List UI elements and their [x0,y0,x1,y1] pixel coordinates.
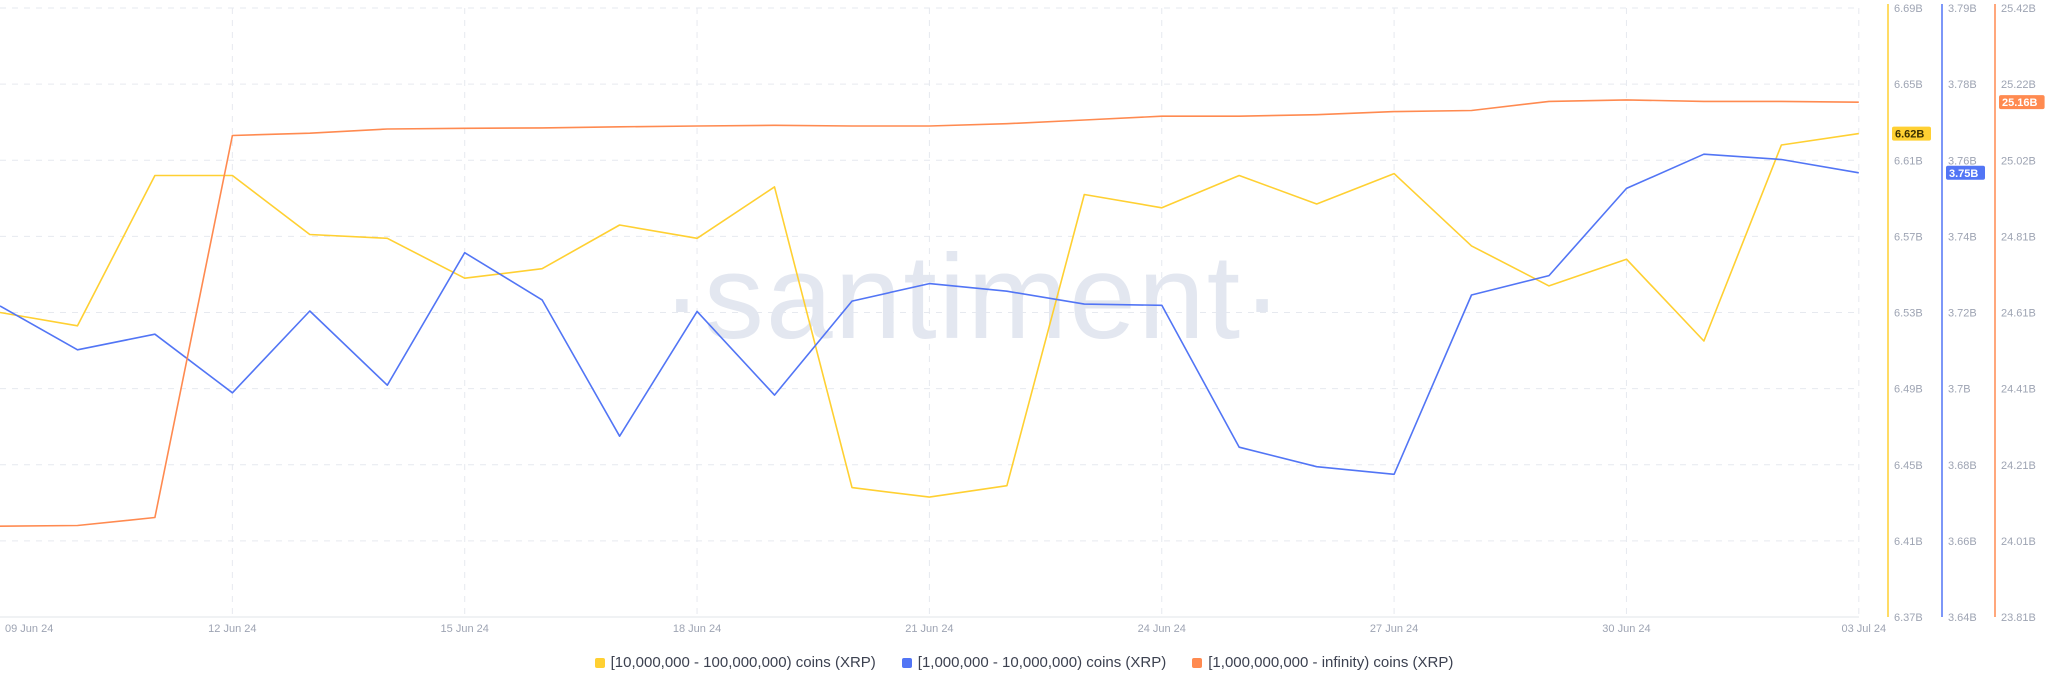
x-tick-label: 30 Jun 24 [1602,623,1650,635]
last-value-badge: 6.62B [1892,126,1931,141]
y-tick-label: 6.53B [1894,308,1923,320]
y-tick-label: 3.76B [1948,155,1977,167]
y-tick-label: 6.61B [1894,155,1923,167]
x-tick-label: 21 Jun 24 [905,623,953,635]
x-tick-label: 12 Jun 24 [208,623,256,635]
x-axis-ticks: 09 Jun 24 12 Jun 24 15 Jun 24 18 Jun 24 21 J… [5,623,1886,635]
legend-swatch [901,657,912,668]
legend-label: [1,000,000,000 - infinity) coins (XRP) [1208,654,1454,671]
series-line [0,132,1859,498]
legend-item[interactable]: [1,000,000 - 10,000,000) coins (XRP) [901,654,1167,671]
y-tick-label: 3.7B [1948,384,1971,396]
y-tick-label: 24.81B [2001,231,2036,243]
legend-swatch [594,657,605,668]
y-tick-label: 3.64B [1948,612,1977,624]
y-tick-label: 6.65B [1894,79,1923,91]
last-value-badge-bg [1892,126,1931,141]
y-tick-label: 3.68B [1948,460,1977,472]
series-line [0,153,1859,476]
y-tick-label: 3.74B [1948,231,1977,243]
y-tick-label: 25.02B [2001,155,2036,167]
last-value-label: 3.75B [1949,168,1978,180]
last-value-badges: 6.62B 3.75B 25.16B [1892,95,2045,180]
y-tick-label: 6.69B [1894,3,1923,15]
y-tick-label: 24.21B [2001,460,2036,472]
last-value-badge-bg [1999,95,2045,110]
y-tick-label: 6.41B [1894,536,1923,548]
y-tick-label: 3.79B [1948,3,1977,15]
y-tick-label: 3.66B [1948,536,1977,548]
chart-grid [0,7,1860,618]
legend-item[interactable]: [1,000,000,000 - infinity) coins (XRP) [1192,654,1453,671]
y-tick-label: 24.41B [2001,384,2036,396]
last-value-label: 25.16B [2002,97,2038,109]
y-tick-label: 3.72B [1948,308,1977,320]
y-tick-label: 6.57B [1894,231,1923,243]
y-tick-label: 6.45B [1894,460,1923,472]
y-tick-label: 6.37B [1894,612,1923,624]
y-tick-label: 23.81B [2001,612,2036,624]
y-tick-label: 25.22B [2001,79,2036,91]
y-tick-label: 25.42B [2001,3,2036,15]
x-tick-label: 18 Jun 24 [673,623,721,635]
x-tick-label: 27 Jun 24 [1370,623,1418,635]
y-axes: 6.37B 6.41B 6.45B 6.49B 6.53B 6.57B 6.61B 6.65B… [1887,3,2036,624]
x-tick-label: 15 Jun 24 [441,623,489,635]
legend-label: [1,000,000 - 10,000,000) coins (XRP) [917,654,1167,671]
last-value-badge: 3.75B [1946,165,1985,180]
series-lines [0,99,1859,527]
chart-legend: [10,000,000 - 100,000,000) coins (XRP) [1… [0,654,2048,671]
y-tick-label: 3.78B [1948,79,1977,91]
legend-label: [10,000,000 - 100,000,000) coins (XRP) [610,654,876,671]
last-value-label: 6.62B [1895,129,1924,141]
series-line [0,99,1859,527]
legend-swatch [1192,657,1203,668]
santiment-watermark: ·santiment· [662,230,1284,364]
x-tick-label: 09 Jun 24 [5,623,53,635]
x-tick-label: 03 Jul 24 [1841,623,1886,635]
y-tick-label: 6.49B [1894,384,1923,396]
y-tick-label: 24.61B [2001,308,2036,320]
x-tick-label: 24 Jun 24 [1138,623,1186,635]
last-value-badge-bg [1946,165,1985,180]
legend-item[interactable]: [10,000,000 - 100,000,000) coins (XRP) [594,654,876,671]
y-tick-label: 24.01B [2001,536,2036,548]
last-value-badge: 25.16B [1999,95,2045,110]
